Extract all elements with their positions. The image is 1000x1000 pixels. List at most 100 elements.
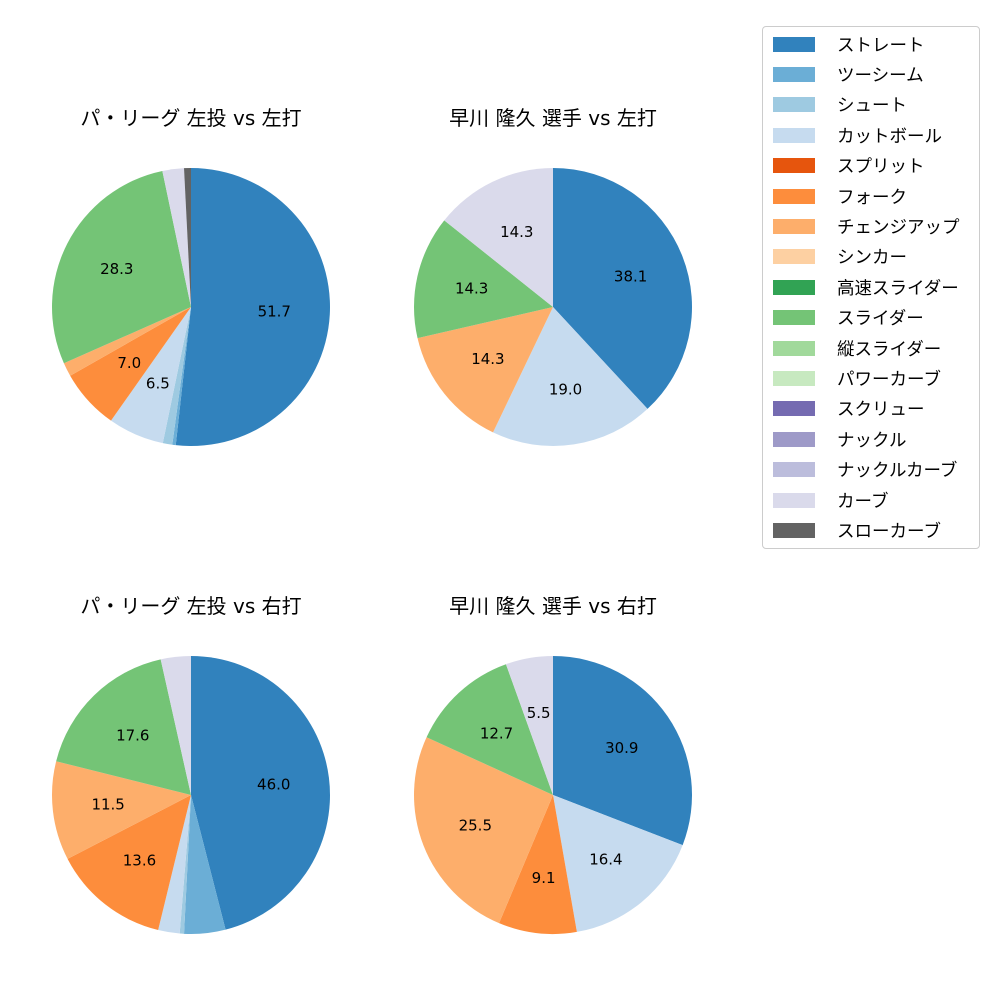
slice-label: 28.3 bbox=[100, 260, 133, 278]
legend-label: ナックルカーブ bbox=[837, 461, 958, 482]
legend-label: スプリット bbox=[837, 157, 925, 178]
pie-slice bbox=[51, 761, 191, 859]
legend-item: シュート bbox=[773, 93, 907, 117]
legend-label: ナックル bbox=[837, 430, 907, 451]
pie-slice bbox=[553, 168, 692, 409]
pie-slice bbox=[56, 659, 191, 795]
pie-panel-hayakawa-vs-left: 早川 隆久 選手 vs 左打 38.1 19.0 14.3 14.3 14.3 bbox=[388, 100, 718, 500]
pie-slice bbox=[52, 170, 191, 364]
slice-label: 14.3 bbox=[500, 223, 533, 241]
pie-slice bbox=[553, 795, 683, 932]
pie-slice bbox=[191, 656, 330, 930]
legend-item: ツーシーム bbox=[773, 62, 924, 86]
legend-swatch bbox=[773, 431, 815, 447]
pie-slice bbox=[493, 307, 648, 446]
pie-slice bbox=[417, 307, 553, 433]
pie-slice bbox=[499, 795, 577, 934]
legend-label: フォーク bbox=[837, 187, 907, 208]
pie-slice bbox=[184, 168, 191, 307]
pie-slice bbox=[162, 168, 191, 307]
legend-label: カーブ bbox=[837, 491, 889, 512]
legend-item: 縦スライダー bbox=[773, 336, 941, 360]
pie-slice bbox=[184, 795, 226, 934]
chart-title: 早川 隆久 選手 vs 右打 bbox=[449, 594, 657, 618]
legend-swatch bbox=[773, 279, 815, 295]
legend-label: シンカー bbox=[837, 248, 907, 269]
legend-item: スローカーブ bbox=[773, 518, 941, 542]
slice-label: 5.5 bbox=[527, 704, 551, 722]
chart-title: 早川 隆久 選手 vs 左打 bbox=[449, 106, 657, 130]
legend-label: スローカーブ bbox=[837, 521, 941, 542]
legend-item: カーブ bbox=[773, 488, 888, 512]
slice-label: 6.5 bbox=[146, 375, 170, 393]
slice-label: 13.6 bbox=[123, 852, 156, 870]
pie-chart: 30.9 16.4 9.1 25.5 12.7 5.5 bbox=[414, 656, 692, 934]
legend-label: シュート bbox=[837, 96, 907, 117]
slice-label: 38.1 bbox=[614, 268, 647, 286]
legend-swatch bbox=[773, 158, 815, 174]
slice-label: 19.0 bbox=[549, 380, 582, 398]
legend-item: ナックルカーブ bbox=[773, 458, 957, 482]
legend-swatch bbox=[773, 36, 815, 52]
pie-slice bbox=[175, 168, 330, 446]
legend-swatch bbox=[773, 340, 815, 356]
legend-swatch bbox=[773, 97, 815, 113]
legend-swatch bbox=[773, 522, 815, 538]
legend-label: ツーシーム bbox=[837, 65, 924, 86]
pie-slice bbox=[160, 656, 191, 795]
pie-slice bbox=[179, 795, 191, 934]
legend-label: パワーカーブ bbox=[837, 369, 941, 390]
slice-label: 12.7 bbox=[480, 725, 513, 743]
legend-label: 高速スライダー bbox=[837, 278, 959, 299]
pie-panel-hayakawa-vs-right: 早川 隆久 選手 vs 右打 30.9 16.4 9.1 25.5 12.7 5.5 bbox=[388, 588, 718, 988]
legend-label: スクリュー bbox=[837, 400, 925, 421]
legend-label: 縦スライダー bbox=[837, 339, 942, 360]
legend-swatch bbox=[773, 462, 815, 478]
pie-panel-league-vs-right: パ・リーグ 左投 vs 右打 46.0 13.6 11.5 17.6 bbox=[26, 588, 356, 988]
pie-chart: 51.7 6.5 7.0 28.3 bbox=[52, 168, 330, 446]
slice-label: 11.5 bbox=[91, 796, 124, 814]
pie-slice bbox=[158, 795, 191, 934]
legend-swatch bbox=[773, 310, 815, 326]
pie-panel-league-vs-left: パ・リーグ 左投 vs 左打 51.7 6.5 7.0 28.3 bbox=[26, 100, 356, 500]
legend-label: チェンジアップ bbox=[837, 217, 960, 238]
slice-label: 9.1 bbox=[532, 869, 556, 887]
legend-item: スクリュー bbox=[773, 397, 925, 421]
slice-label: 25.5 bbox=[459, 816, 492, 834]
pie-slice bbox=[67, 795, 191, 931]
pie-slice bbox=[444, 168, 553, 307]
legend-item: スライダー bbox=[773, 306, 924, 330]
slice-label: 14.3 bbox=[455, 280, 488, 298]
pie-slice bbox=[414, 220, 553, 339]
slice-label: 7.0 bbox=[117, 354, 141, 372]
legend-item: カットボール bbox=[773, 123, 942, 147]
pie-slice bbox=[426, 664, 553, 795]
legend-swatch bbox=[773, 370, 815, 386]
legend-swatch bbox=[773, 401, 815, 417]
legend-item: チェンジアップ bbox=[773, 214, 960, 238]
slice-label: 51.7 bbox=[258, 303, 291, 321]
legend: ストレートツーシームシュートカットボール スプリットフォークチェンジアップ シンカー… bbox=[762, 26, 980, 549]
legend-item: ストレート bbox=[773, 32, 925, 56]
legend-swatch bbox=[773, 492, 815, 508]
pie-chart: 46.0 13.6 11.5 17.6 bbox=[51, 656, 330, 934]
slice-label: 16.4 bbox=[589, 850, 622, 868]
slice-label: 30.9 bbox=[605, 739, 638, 757]
legend-item: フォーク bbox=[773, 184, 907, 208]
legend-label: ストレート bbox=[837, 35, 925, 56]
legend-item: 高速スライダー bbox=[773, 275, 959, 299]
legend-item: ナックル bbox=[773, 427, 906, 451]
legend-swatch bbox=[773, 218, 815, 234]
legend-swatch bbox=[773, 127, 815, 143]
pie-slice bbox=[553, 656, 692, 846]
slice-label: 17.6 bbox=[116, 726, 149, 744]
slice-label: 46.0 bbox=[257, 776, 290, 794]
pie-slice bbox=[414, 737, 553, 924]
pie-slice bbox=[63, 307, 191, 376]
pie-slice bbox=[70, 307, 191, 421]
legend-label: カットボール bbox=[837, 126, 942, 147]
pie-slice bbox=[505, 656, 553, 795]
pie-slice bbox=[172, 307, 191, 446]
chart-title: パ・リーグ 左投 vs 左打 bbox=[80, 106, 302, 130]
legend-swatch bbox=[773, 188, 815, 204]
